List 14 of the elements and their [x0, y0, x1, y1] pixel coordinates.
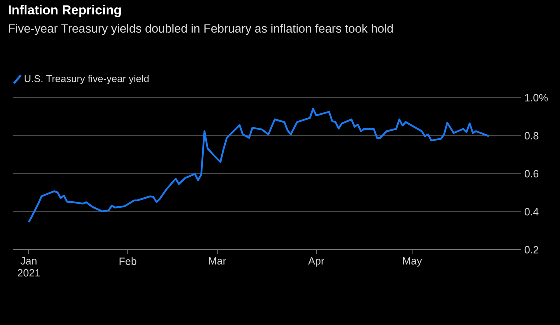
legend-label: U.S. Treasury five-year yield [24, 75, 149, 84]
x-tick-label: Apr [308, 258, 324, 267]
chart-subtitle: Five-year Treasury yields doubled in February as inflation fears took hold [9, 24, 393, 36]
line-series [28, 108, 490, 224]
chart-title: Inflation Repricing [9, 5, 122, 18]
y-tick-label: 0.4 [524, 208, 539, 216]
x-tick-label: Mar [209, 258, 226, 265]
y-tick-label: 0.2 [524, 246, 539, 254]
x-tick-label: Feb [120, 258, 137, 266]
x-tick-label: Jan 2021 [18, 258, 40, 277]
y-tick-label: 0.6 [524, 170, 539, 178]
y-tick-label: 0.8 [524, 132, 539, 140]
x-tick-label: May [403, 258, 422, 267]
y-tick-label: 1.0% [525, 94, 548, 102]
